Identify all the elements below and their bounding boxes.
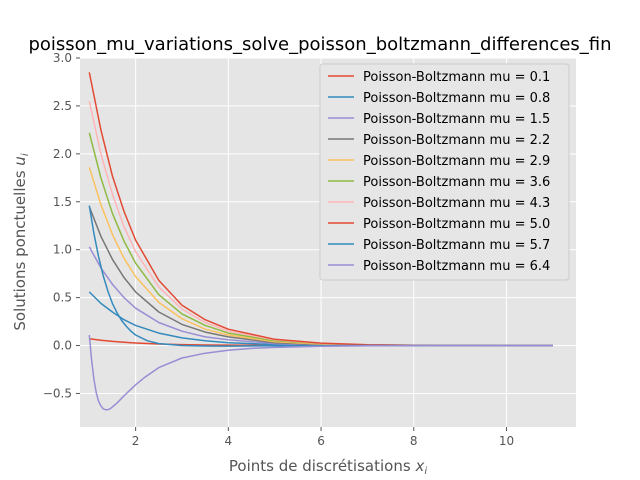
legend-label: Poisson-Boltzmann mu = 3.6: [363, 175, 550, 190]
y-tick-label: 2.0: [53, 147, 72, 161]
y-tick-label: 2.5: [53, 99, 72, 113]
y-tick-label: 3.0: [53, 51, 72, 65]
legend-label: Poisson-Boltzmann mu = 4.3: [363, 196, 550, 211]
y-tick-label: 1.0: [53, 243, 72, 257]
y-tick-label: −0.5: [43, 386, 72, 400]
legend-label: Poisson-Boltzmann mu = 5.0: [363, 217, 550, 232]
legend-label: Poisson-Boltzmann mu = 0.1: [363, 70, 550, 85]
x-tick-label: 2: [132, 434, 140, 448]
x-axis-label: Points de discrétisations xi: [229, 457, 427, 477]
y-tick-label: 1.5: [53, 195, 72, 209]
legend: Poisson-Boltzmann mu = 0.1 Poisson-Boltzm…: [319, 63, 570, 281]
legend-label: Poisson-Boltzmann mu = 2.2: [363, 133, 550, 148]
x-tick-label: 6: [317, 434, 325, 448]
legend-box: [319, 63, 570, 281]
legend-label: Poisson-Boltzmann mu = 2.9: [363, 154, 550, 169]
x-tick-label: 10: [499, 434, 514, 448]
x-tick-label: 8: [410, 434, 418, 448]
y-tick-label: 0.5: [53, 291, 72, 305]
chart-title: poisson_mu_variations_solve_poisson_bolt…: [28, 34, 611, 55]
legend-label: Poisson-Boltzmann mu = 6.4: [363, 259, 550, 274]
series-lines: [88, 72, 553, 411]
legend-label: Poisson-Boltzmann mu = 0.8: [363, 91, 550, 106]
legend-label: Poisson-Boltzmann mu = 5.7: [363, 238, 550, 253]
ticks: 2 4 6 8 10 −0.5 0.0 0.5 1.0 1.5 2.0 2.5 3.0: [43, 51, 514, 448]
x-tick-label: 4: [225, 434, 233, 448]
series-line-10: [88, 334, 553, 411]
y-tick-label: 0.0: [53, 339, 72, 353]
y-axis-label: Solutions ponctuelles ui: [11, 153, 31, 330]
legend-label: Poisson-Boltzmann mu = 1.5: [363, 112, 550, 127]
